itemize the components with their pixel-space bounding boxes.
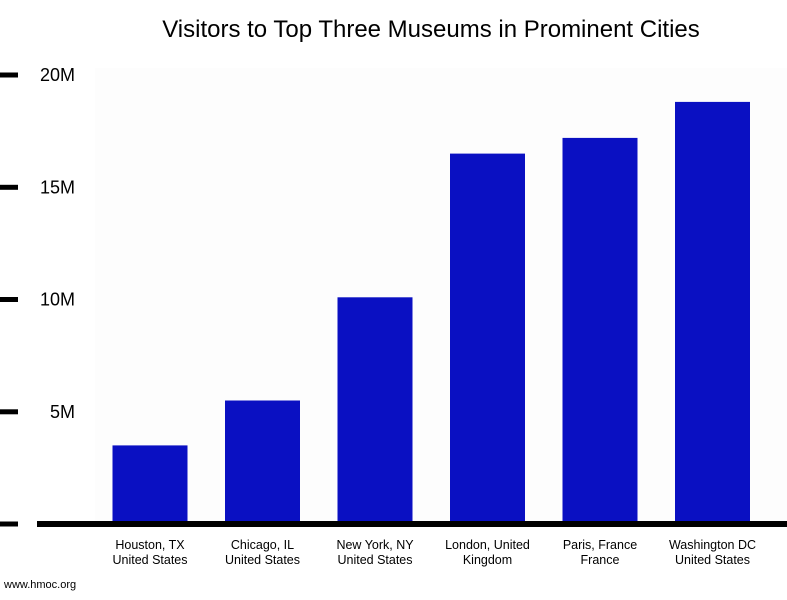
plot-background [95,68,787,524]
bars [112,101,750,525]
y-tick-mark-0 [0,409,18,415]
bar-4 [562,137,638,524]
bar-0 [112,445,188,524]
chart-title: Visitors to Top Three Museums in Promine… [162,16,700,43]
x-tick-label-5-1: United States [675,553,750,567]
source-note: www.hmoc.org [3,579,76,591]
y-tick-mark-zero [0,521,18,527]
y-tick-label-0: 5M [50,402,75,422]
x-tick-label-3-0: London, United [445,538,530,552]
x-tick-label-4-1: France [581,553,620,567]
x-tick-label-3-1: Kingdom [463,553,512,567]
x-tick-label-2-1: United States [337,553,412,567]
x-tick-label-5-0: Washington DC [669,538,756,552]
y-tick-mark-1 [0,297,18,302]
bar-5 [675,101,750,525]
y-tick-label-3: 20M [40,65,75,85]
x-tick-label-0-0: Houston, TX [115,538,185,552]
bar-1 [225,400,300,524]
x-tick-label-4-0: Paris, France [563,538,637,552]
plot-area [95,68,787,524]
y-tick-label-1: 10M [40,290,75,310]
bar-3 [450,153,525,524]
x-tick-label-1-0: Chicago, IL [231,538,294,552]
y-tick-mark-3 [0,72,18,78]
x-tick-label-0-1: United States [112,553,187,567]
y-tick-label-2: 15M [40,177,75,197]
y-tick-mark-2 [0,184,18,190]
y-axis: 5M 10M 15M 20M [0,65,75,527]
x-tick-label-1-1: United States [225,553,300,567]
bar-2 [337,297,413,524]
x-tick-label-2-0: New York, NY [336,538,414,552]
